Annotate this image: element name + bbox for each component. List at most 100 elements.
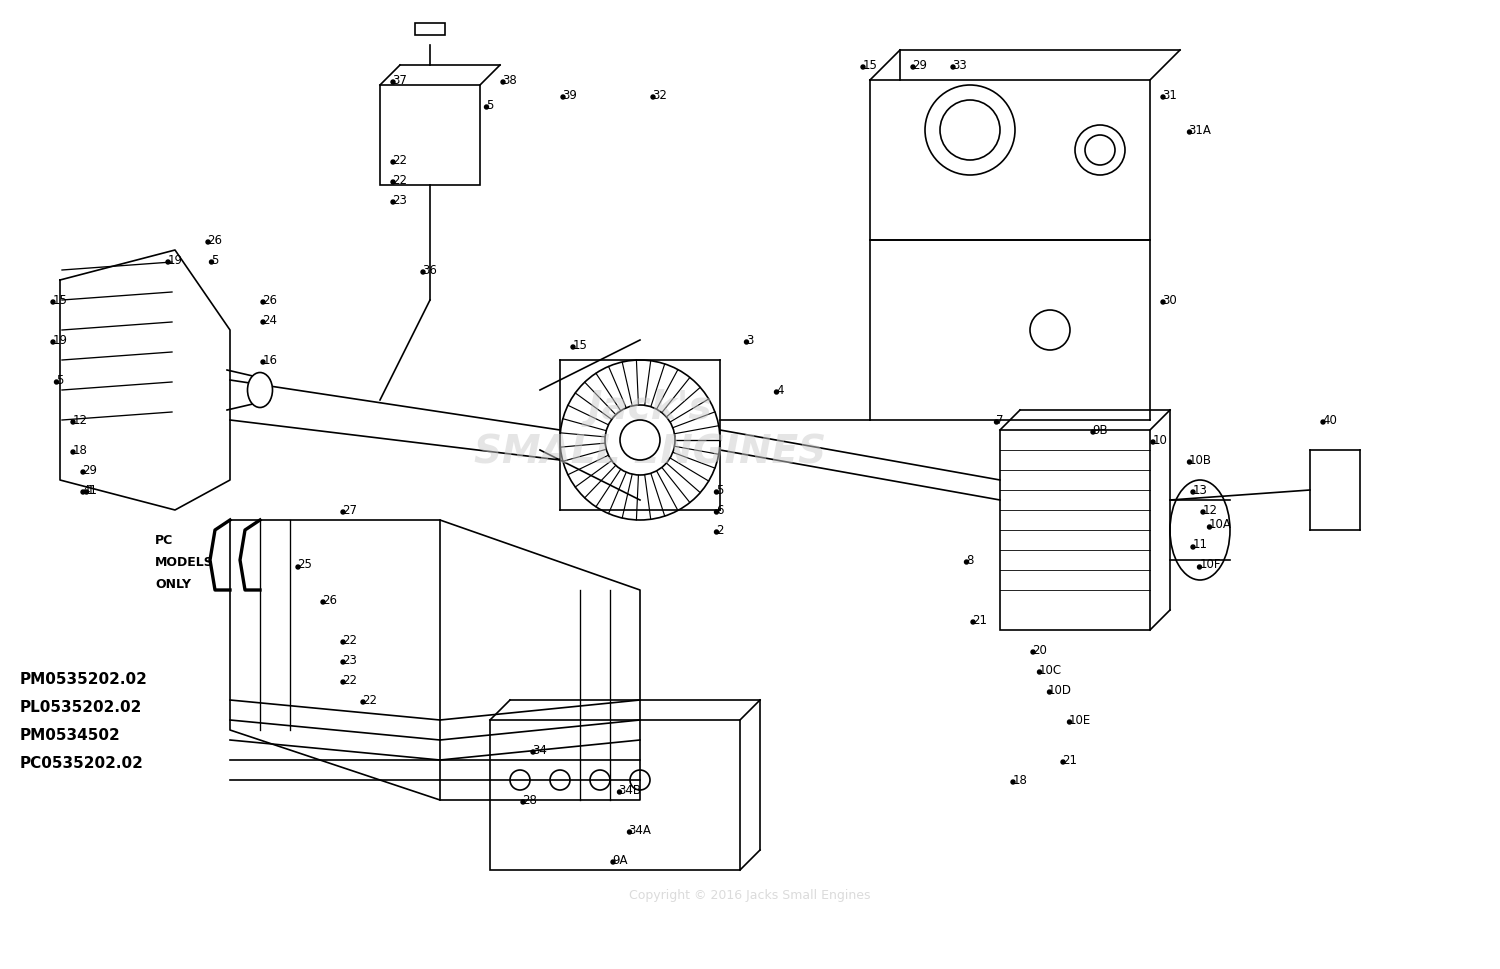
Text: 13: 13	[1192, 484, 1208, 496]
Circle shape	[714, 530, 718, 534]
Circle shape	[1191, 545, 1196, 549]
Circle shape	[70, 450, 75, 454]
Circle shape	[392, 200, 394, 204]
Circle shape	[861, 65, 865, 69]
Text: 38: 38	[503, 74, 518, 86]
Circle shape	[340, 510, 345, 514]
Circle shape	[604, 405, 675, 475]
Circle shape	[1188, 460, 1191, 464]
Text: ONLY: ONLY	[154, 578, 190, 590]
Text: 22: 22	[363, 694, 378, 706]
Text: 19: 19	[168, 254, 183, 266]
Circle shape	[340, 660, 345, 664]
Text: 26: 26	[322, 593, 338, 607]
Text: 8: 8	[966, 553, 974, 567]
Text: 10D: 10D	[1048, 683, 1072, 697]
Circle shape	[1011, 780, 1016, 784]
Text: 22: 22	[342, 634, 357, 646]
Circle shape	[520, 800, 525, 804]
Text: PL0535202.02: PL0535202.02	[20, 701, 142, 715]
Text: PM0534502: PM0534502	[20, 729, 120, 743]
Circle shape	[340, 680, 345, 684]
Circle shape	[1038, 670, 1041, 674]
Text: 5: 5	[486, 99, 494, 111]
Circle shape	[910, 65, 915, 69]
Text: 2: 2	[717, 523, 723, 537]
Text: 9B: 9B	[1092, 423, 1108, 436]
Circle shape	[618, 790, 621, 794]
Circle shape	[484, 105, 489, 109]
Text: 18: 18	[1013, 773, 1028, 787]
Text: MODELS: MODELS	[154, 555, 213, 569]
Text: 31: 31	[1162, 88, 1178, 102]
Circle shape	[610, 860, 615, 864]
Text: 34A: 34A	[628, 824, 651, 836]
Circle shape	[166, 260, 170, 264]
Text: 29: 29	[912, 58, 927, 72]
Circle shape	[206, 240, 210, 244]
Circle shape	[321, 600, 326, 604]
Circle shape	[70, 420, 75, 424]
Text: 23: 23	[342, 653, 357, 667]
Text: Copyright © 2016 Jacks Small Engines: Copyright © 2016 Jacks Small Engines	[630, 889, 870, 901]
Text: 10A: 10A	[1209, 518, 1231, 532]
Circle shape	[51, 340, 56, 344]
Text: 5: 5	[717, 484, 723, 496]
Text: 34B: 34B	[618, 784, 642, 797]
Bar	[416, 23, 446, 35]
Circle shape	[1202, 510, 1204, 514]
Text: 15: 15	[573, 338, 588, 352]
Text: 32: 32	[652, 88, 668, 102]
Text: 10: 10	[1152, 433, 1167, 447]
Circle shape	[54, 380, 58, 384]
Text: 11: 11	[1192, 539, 1208, 551]
Circle shape	[1191, 490, 1196, 494]
Text: 22: 22	[393, 153, 408, 167]
Circle shape	[1208, 525, 1212, 529]
Circle shape	[1047, 690, 1052, 694]
Text: 7: 7	[996, 414, 1004, 426]
Circle shape	[1030, 650, 1035, 654]
Circle shape	[1150, 440, 1155, 444]
Text: 40: 40	[1323, 414, 1338, 426]
Text: PM0535202.02: PM0535202.02	[20, 672, 148, 687]
Circle shape	[392, 160, 394, 164]
Circle shape	[1322, 420, 1324, 424]
Text: 4: 4	[777, 384, 783, 396]
Text: 29: 29	[82, 463, 98, 477]
Text: 24: 24	[262, 314, 278, 327]
Text: 37: 37	[393, 74, 408, 86]
Circle shape	[620, 420, 660, 460]
Text: 36: 36	[423, 264, 438, 276]
Bar	[1000, 430, 1150, 630]
Circle shape	[81, 470, 86, 474]
Text: 31A: 31A	[1188, 123, 1212, 137]
Circle shape	[81, 490, 86, 494]
Circle shape	[1090, 430, 1095, 434]
Text: 23: 23	[393, 194, 408, 206]
Bar	[380, 85, 480, 185]
Text: 10B: 10B	[1188, 453, 1212, 466]
Text: 18: 18	[72, 444, 87, 456]
Text: 15: 15	[53, 294, 68, 306]
Text: 3: 3	[747, 333, 753, 347]
Circle shape	[714, 510, 718, 514]
Text: 21: 21	[972, 613, 987, 627]
Text: Jack's
SMALL ENGINES: Jack's SMALL ENGINES	[474, 389, 826, 471]
Circle shape	[501, 80, 506, 84]
Text: 26: 26	[207, 234, 222, 246]
Circle shape	[1161, 300, 1166, 304]
Text: 15: 15	[862, 58, 877, 72]
Circle shape	[774, 390, 778, 394]
Text: 27: 27	[342, 504, 357, 516]
Text: 5: 5	[211, 254, 219, 266]
Text: 41: 41	[82, 484, 98, 496]
Circle shape	[51, 300, 56, 304]
Circle shape	[1197, 565, 1202, 569]
Text: 21: 21	[1062, 754, 1077, 766]
Circle shape	[627, 830, 632, 834]
Circle shape	[531, 750, 536, 754]
Text: 26: 26	[262, 294, 278, 306]
Bar	[490, 720, 740, 870]
Text: 22: 22	[342, 673, 357, 686]
